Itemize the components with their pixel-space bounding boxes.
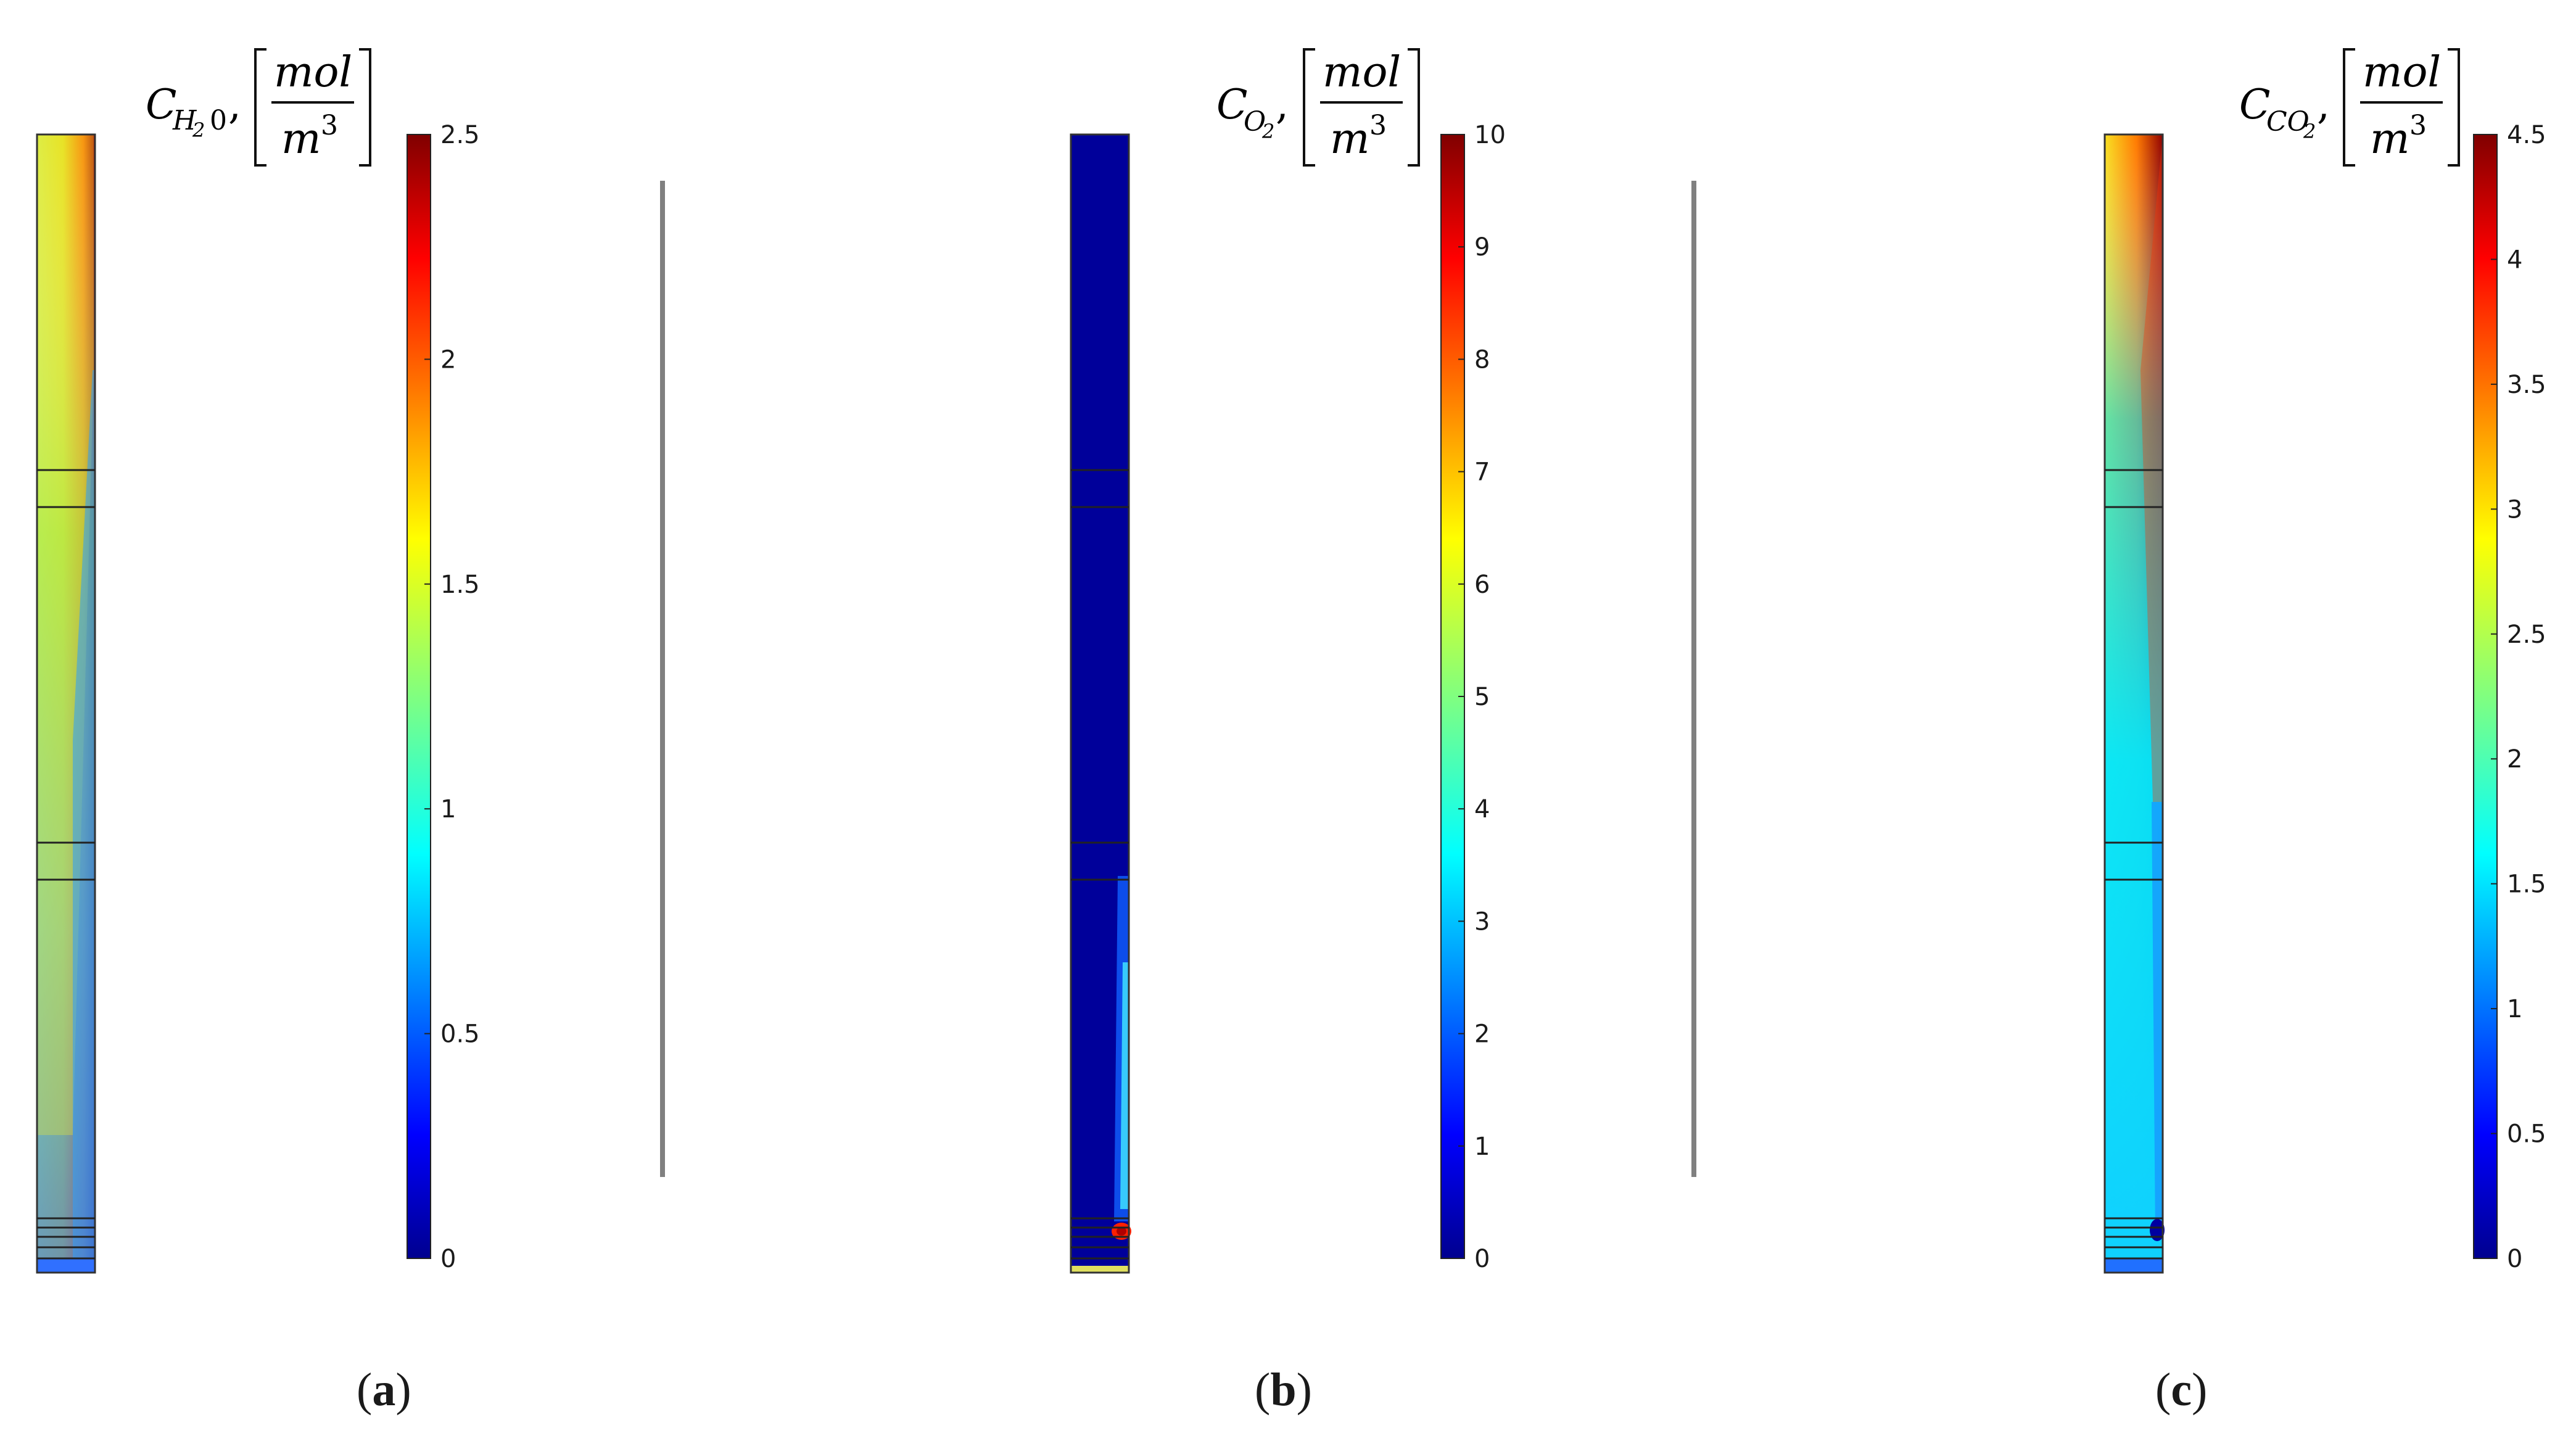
colorbar-tick-label-b: 7 xyxy=(1474,458,1490,487)
colorbar-tick-label-a: 1.5 xyxy=(440,571,480,599)
field-plot-c xyxy=(2103,133,2165,1274)
colorbar-tick-label-c: 0.5 xyxy=(2507,1120,2546,1149)
colorbar-tick-label-b: 3 xyxy=(1474,907,1490,936)
colorbar-tick-label-b: 4 xyxy=(1474,795,1490,824)
colorbar-tick-label-a: 2.5 xyxy=(440,121,480,149)
title-b: C O 2 , mol m 3 xyxy=(1216,48,1420,167)
colorbar-tick-label-b: 6 xyxy=(1474,571,1490,599)
colorbar-tick-label-a: 0 xyxy=(440,1245,456,1273)
species-subscript2-b: 2 xyxy=(1261,120,1274,143)
unit-numerator-c: mol xyxy=(2363,48,2441,97)
comma-c: , xyxy=(2317,81,2330,128)
field-plot-b xyxy=(1070,133,1131,1274)
colorbar-tick-label-b: 0 xyxy=(1474,1245,1490,1273)
bracket-right-b xyxy=(1408,48,1420,167)
species-symbol-b: C xyxy=(1216,81,1248,128)
panel-c: 0 0.5 1 1.5 2 2.5 3 3.5 4 4.5 C CO 2 , mol m 3 xyxy=(2103,48,2546,1274)
colorbar-ticks-b: 0 1 2 3 4 5 6 7 8 9 10 xyxy=(1458,121,1506,1273)
caption-c: (c) xyxy=(2155,1364,2208,1416)
unit-numerator-b: mol xyxy=(1323,48,1401,97)
title-c: C CO 2 , mol m 3 xyxy=(2239,48,2460,167)
colorbar-tick-label-a: 2 xyxy=(440,345,456,374)
caption-letter-a: a xyxy=(372,1364,396,1416)
unit-denominator-c: m xyxy=(2370,115,2409,163)
colorbar-tick-label-c: 0 xyxy=(2507,1245,2522,1273)
caption-letter-c: c xyxy=(2171,1364,2192,1416)
colorbar-tick-label-b: 1 xyxy=(1474,1133,1490,1161)
species-subscript2-a: 2 xyxy=(192,118,205,142)
colorbar-tick-label-b: 8 xyxy=(1474,345,1490,374)
colorbar-tick-label-a: 1 xyxy=(440,795,456,824)
species-subscript-c: CO xyxy=(2266,106,2310,138)
caption-b: (b) xyxy=(1255,1364,1312,1416)
unit-exponent-a: 3 xyxy=(321,110,338,141)
bracket-left-b xyxy=(1303,48,1315,167)
colorbar-tick-label-c: 4 xyxy=(2507,246,2522,274)
species-symbol-a: C xyxy=(146,81,177,128)
colorbar-tick-label-c: 4.5 xyxy=(2507,121,2546,149)
species-subscript-b: O xyxy=(1244,106,1266,138)
unit-exponent-c: 3 xyxy=(2409,110,2427,141)
colorbar-c: 0 0.5 1 1.5 2 2.5 3 3.5 4 4.5 xyxy=(2473,121,2546,1273)
bracket-right-a xyxy=(359,48,371,167)
bracket-left-a xyxy=(254,48,266,167)
colorbar-tick-label-a: 0.5 xyxy=(440,1020,480,1049)
colorbar-a: 0 0.5 1 1.5 2 2.5 xyxy=(407,121,480,1273)
species-subscript-a: H xyxy=(172,105,197,136)
species-subscript2-c: 2 xyxy=(2303,120,2316,143)
colorbar-tick-label-b: 5 xyxy=(1474,683,1490,711)
colorbar-tick-label-c: 3.5 xyxy=(2507,371,2546,399)
panel-a: 0 0.5 1 1.5 2 2.5 C H 2 0 , mol m 3 xyxy=(36,48,480,1274)
comma-a: , xyxy=(228,81,241,128)
species-symbol-c: C xyxy=(2239,81,2271,128)
colorbar-tick-label-c: 2.5 xyxy=(2507,621,2546,649)
species-subscript3-a: 0 xyxy=(210,105,227,136)
unit-denominator-b: m xyxy=(1330,115,1369,163)
colorbar-tick-label-b: 2 xyxy=(1474,1020,1490,1049)
colorbar-ticks-a: 0 0.5 1 1.5 2 2.5 xyxy=(424,121,480,1273)
unit-numerator-a: mol xyxy=(274,48,352,97)
panel-b: 0 1 2 3 4 5 6 7 8 9 10 C O 2 , mol m 3 xyxy=(1070,48,1506,1274)
colorbar-b: 0 1 2 3 4 5 6 7 8 9 10 xyxy=(1440,121,1506,1273)
bracket-right-c xyxy=(2448,48,2460,167)
unit-denominator-a: m xyxy=(281,115,321,163)
colorbar-tick-label-c: 3 xyxy=(2507,495,2522,524)
colorbar-tick-label-b: 9 xyxy=(1474,233,1490,262)
bracket-left-c xyxy=(2343,48,2355,167)
caption-a: (a) xyxy=(357,1364,411,1416)
title-a: C H 2 0 , mol m 3 xyxy=(146,48,371,167)
field-plot-a xyxy=(36,133,96,1274)
colorbar-tick-label-c: 1.5 xyxy=(2507,870,2546,899)
colorbar-tick-label-c: 1 xyxy=(2507,995,2522,1023)
unit-exponent-b: 3 xyxy=(1369,110,1387,141)
caption-letter-b: b xyxy=(1270,1364,1297,1416)
colorbar-tick-label-b: 10 xyxy=(1474,121,1506,149)
comma-b: , xyxy=(1276,81,1289,128)
colorbar-tick-label-c: 2 xyxy=(2507,745,2522,774)
colorbar-ticks-c: 0 0.5 1 1.5 2 2.5 3 3.5 4 4.5 xyxy=(2491,121,2546,1273)
